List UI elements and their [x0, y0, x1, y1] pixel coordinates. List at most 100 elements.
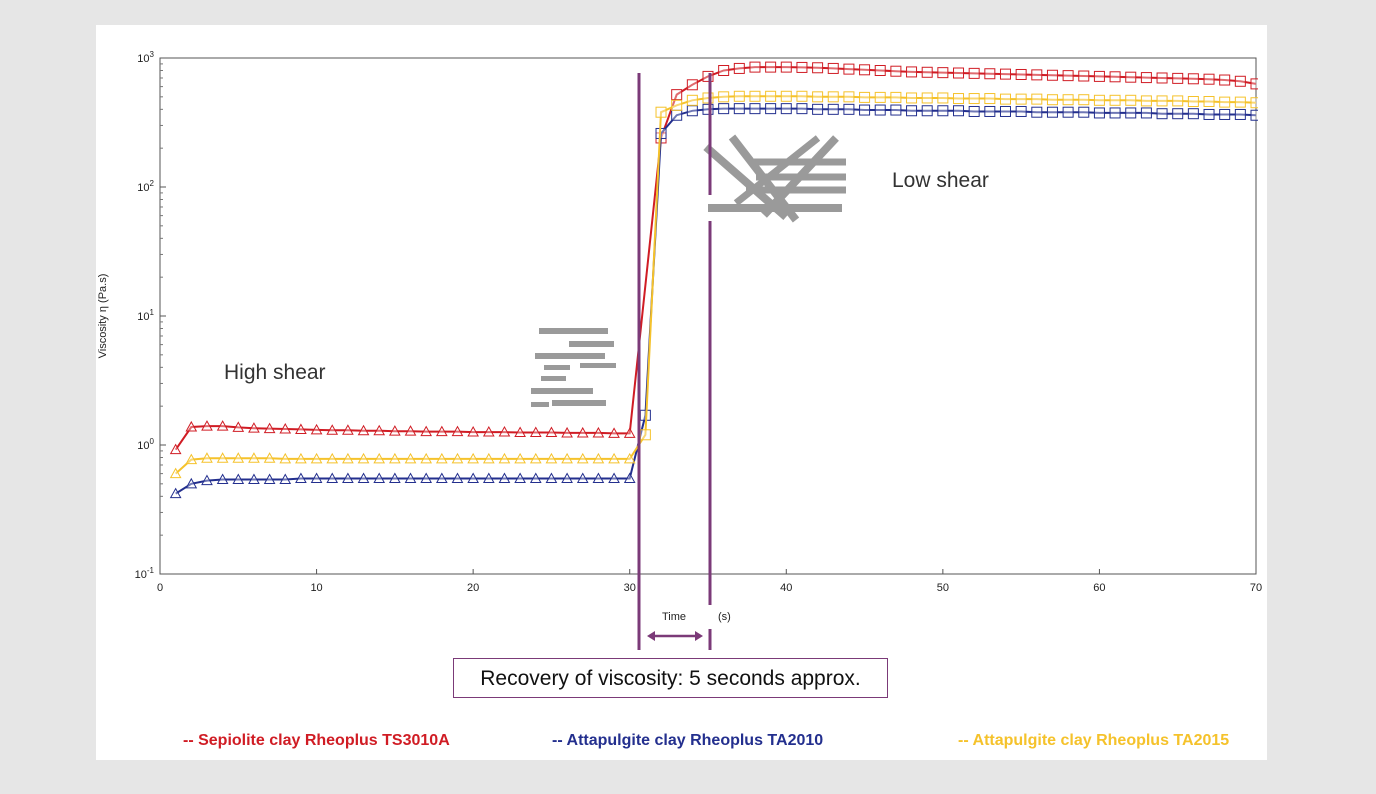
data-point-triangle: [185, 477, 198, 489]
data-point-triangle: [623, 452, 636, 464]
data-point-square: [1125, 71, 1137, 83]
data-point-triangle: [482, 472, 495, 483]
data-point-square: [702, 92, 714, 104]
data-point-square: [859, 91, 871, 103]
data-point-square: [1140, 95, 1152, 107]
y-tick-label: 103: [137, 50, 154, 65]
data-point-square: [796, 90, 808, 102]
data-point-square: [1031, 93, 1043, 105]
data-point-triangle: [263, 422, 276, 434]
data-point-triangle: [169, 443, 182, 455]
data-point-triangle: [169, 487, 182, 499]
data-point-square: [1156, 108, 1168, 120]
data-point-square: [874, 91, 886, 103]
y-tick-label: 100: [137, 437, 154, 452]
data-point-triangle: [420, 452, 433, 464]
data-point-square: [1234, 108, 1246, 120]
data-point-square: [874, 65, 886, 77]
data-point-square: [1219, 96, 1231, 108]
data-point-triangle: [216, 452, 229, 463]
data-point-square: [984, 68, 996, 80]
data-point-triangle: [373, 424, 386, 436]
chart-card: 0 10 20 30 40 50 60 70 10-1 100 101 102 103 Time (s)…: [96, 25, 1267, 760]
data-point-triangle: [201, 420, 213, 431]
data-point-square: [796, 103, 808, 115]
data-point-triangle: [561, 452, 573, 464]
data-point-triangle: [545, 452, 558, 464]
data-point-triangle: [435, 472, 448, 483]
data-point-square: [827, 103, 839, 115]
data-point-square: [953, 105, 965, 117]
data-point-triangle: [482, 452, 495, 464]
data-point-triangle: [545, 426, 558, 437]
data-point-triangle: [326, 452, 339, 464]
data-point-triangle: [404, 425, 417, 436]
data-point-square: [1203, 108, 1215, 120]
data-point-triangle: [342, 452, 354, 464]
x-axis-unit: (s): [718, 611, 731, 623]
data-point-square: [765, 90, 777, 102]
y-tick-label: 102: [137, 179, 154, 194]
data-point-triangle: [248, 452, 260, 463]
data-point-triangle: [389, 452, 401, 464]
data-point-triangle: [373, 452, 386, 464]
data-point-triangle: [435, 452, 448, 464]
data-point-square: [765, 61, 777, 73]
data-point-square: [999, 68, 1011, 80]
data-point-triangle: [389, 472, 401, 483]
data-point-square: [702, 70, 714, 82]
data-point-square: [906, 105, 918, 117]
data-point-square: [984, 105, 996, 117]
recovery-markers: [637, 73, 712, 650]
data-point-square: [733, 90, 745, 102]
data-point-square: [686, 79, 698, 91]
data-point-square: [1093, 94, 1105, 106]
x-tick-label: 70: [1250, 582, 1262, 594]
data-point-square: [1172, 95, 1184, 107]
data-point-square: [921, 66, 933, 78]
data-point-square: [780, 103, 792, 115]
data-point-square: [1046, 94, 1058, 106]
data-point-square: [1031, 106, 1043, 118]
data-point-triangle: [592, 426, 605, 438]
data-point-square: [1172, 108, 1184, 120]
data-point-square: [1187, 108, 1199, 120]
x-tick-label: 20: [467, 582, 479, 594]
series-line-2: [175, 95, 1257, 475]
data-point-triangle: [545, 472, 558, 483]
data-point-square: [1078, 106, 1090, 118]
data-point-triangle: [514, 426, 526, 437]
data-point-square: [1250, 97, 1258, 109]
data-point-triangle: [310, 452, 323, 464]
x-tick-label: 30: [624, 582, 636, 594]
data-point-triangle: [248, 473, 260, 485]
data-point-triangle: [467, 426, 479, 437]
data-point-square: [999, 93, 1011, 105]
plot-frame: [159, 57, 1257, 575]
data-point-triangle: [576, 452, 589, 464]
data-point-square: [718, 91, 730, 103]
data-point-square: [812, 103, 824, 115]
data-point-triangle: [185, 420, 198, 432]
data-point-triangle: [529, 426, 542, 437]
data-point-triangle: [420, 472, 433, 483]
x-axis-title: Time: [662, 611, 686, 623]
data-point-square: [655, 106, 667, 118]
data-point-triangle: [389, 425, 401, 436]
data-point-square: [686, 94, 698, 106]
data-point-triangle: [467, 452, 479, 464]
data-point-square: [1219, 74, 1231, 86]
data-point-square: [1015, 68, 1027, 80]
data-point-square: [968, 67, 980, 79]
data-point-triangle: [295, 452, 307, 464]
data-point-square: [639, 429, 651, 441]
data-point-square: [890, 65, 902, 77]
data-point-triangle: [498, 452, 511, 464]
data-point-square: [749, 61, 761, 73]
y-tick-label: 101: [137, 308, 154, 323]
data-point-square: [780, 90, 792, 102]
legend-entry-sepiolite: -- Sepiolite clay Rheoplus TS3010A: [183, 732, 450, 749]
data-point-triangle: [357, 452, 370, 464]
data-point-square: [921, 105, 933, 117]
x-tick-label: 0: [157, 582, 163, 594]
